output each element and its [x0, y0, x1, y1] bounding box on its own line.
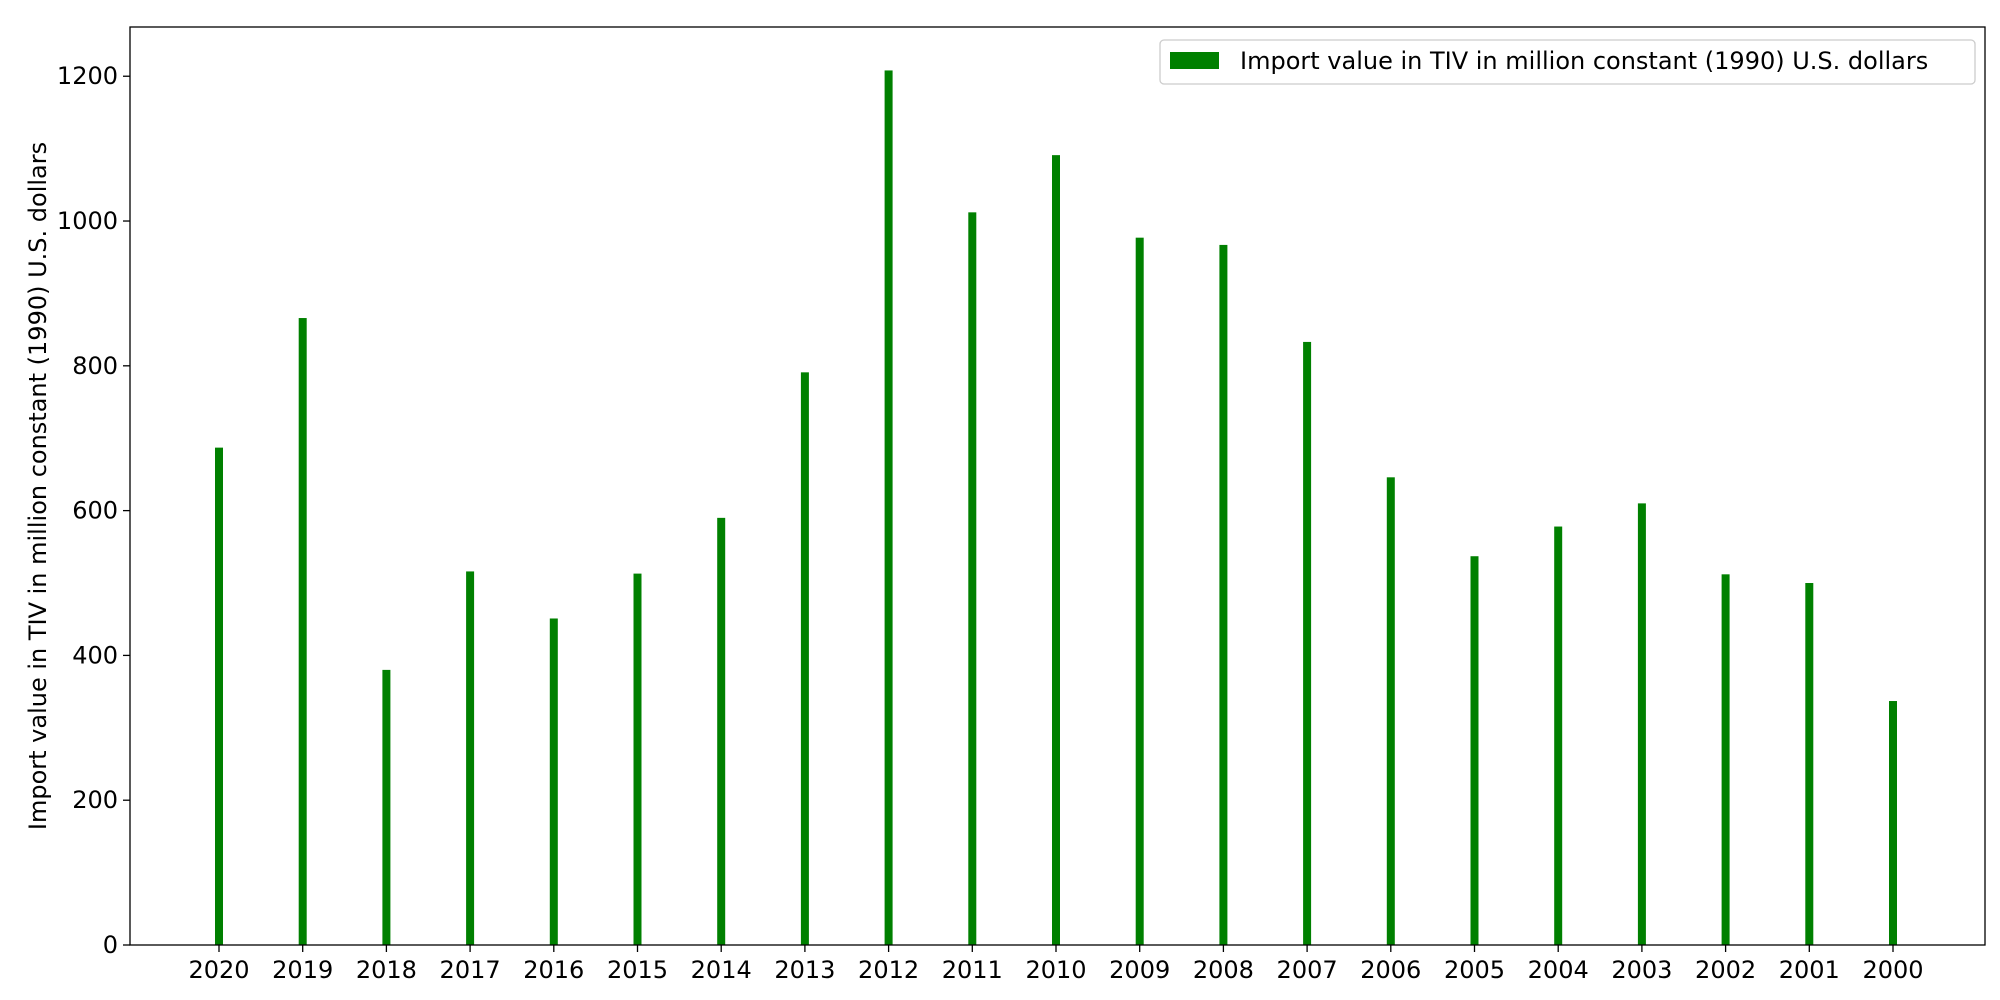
- bar-2013: [800, 372, 809, 946]
- bar-2009: [1135, 237, 1144, 946]
- x-tick-label: 2001: [1779, 956, 1840, 984]
- y-axis-ticks: 0 200 400 600 800 1000 1200: [57, 62, 130, 959]
- x-tick-label: 2016: [523, 956, 584, 984]
- bar-2008: [1219, 244, 1228, 946]
- x-tick-label: 2005: [1444, 956, 1505, 984]
- y-tick-label: 200: [72, 786, 118, 814]
- x-tick-label: 2012: [858, 956, 919, 984]
- bar-2002: [1721, 574, 1730, 945]
- bar-2014: [717, 517, 726, 945]
- x-tick-label: 2011: [942, 956, 1003, 984]
- x-tick-label: 2008: [1193, 956, 1254, 984]
- bars-layer: [215, 70, 1897, 946]
- bar-2004: [1554, 526, 1563, 945]
- bar-2015: [633, 573, 642, 945]
- x-tick-label: 2019: [272, 956, 333, 984]
- x-tick-label: 2002: [1695, 956, 1756, 984]
- bar-2011: [968, 212, 977, 946]
- x-tick-label: 2003: [1611, 956, 1672, 984]
- bar-2010: [1052, 155, 1060, 945]
- bar-2019: [298, 318, 307, 945]
- y-tick-label: 0: [103, 931, 118, 959]
- x-tick-label: 2020: [188, 956, 249, 984]
- x-tick-label: 2013: [774, 956, 835, 984]
- y-tick-label: 400: [72, 641, 118, 669]
- x-tick-label: 2006: [1360, 956, 1421, 984]
- x-axis-ticks: 2020 2019 2018 2017 2016 2015 2014 2013 2012 2011…: [188, 945, 1924, 984]
- x-tick-label: 2004: [1528, 956, 1589, 984]
- bar-2000: [1889, 701, 1897, 945]
- legend-swatch: [1170, 52, 1219, 69]
- x-tick-label: 2017: [440, 956, 501, 984]
- legend-label: Import value in TIV in million constant …: [1240, 47, 1928, 75]
- x-tick-label: 2018: [356, 956, 417, 984]
- x-tick-label: 2014: [691, 956, 752, 984]
- x-tick-label: 2015: [607, 956, 668, 984]
- x-tick-label: 2009: [1109, 956, 1170, 984]
- bar-2017: [466, 571, 475, 945]
- x-tick-label: 2010: [1025, 956, 1086, 984]
- bar-2001: [1805, 583, 1814, 945]
- y-tick-label: 600: [72, 497, 118, 525]
- legend-box: [1159, 39, 1976, 85]
- bar-2007: [1303, 341, 1312, 945]
- y-axis-title: Import value in TIV in million constant …: [24, 142, 52, 830]
- y-tick-label: 1200: [57, 62, 118, 90]
- x-tick-label: 2007: [1277, 956, 1338, 984]
- y-tick-label: 800: [72, 352, 118, 380]
- x-tick-label: 2000: [1862, 956, 1923, 984]
- bar-2012: [884, 70, 893, 946]
- y-tick-label: 1000: [57, 207, 118, 235]
- bar-2006: [1386, 477, 1395, 945]
- legend: Import value in TIV in million constant …: [1159, 39, 1976, 85]
- plot-frame: [129, 26, 1986, 946]
- bar-2003: [1637, 503, 1646, 945]
- bar-2020: [215, 447, 223, 945]
- bar-2018: [382, 669, 391, 945]
- bar-2016: [549, 618, 558, 945]
- bar-2005: [1470, 556, 1479, 945]
